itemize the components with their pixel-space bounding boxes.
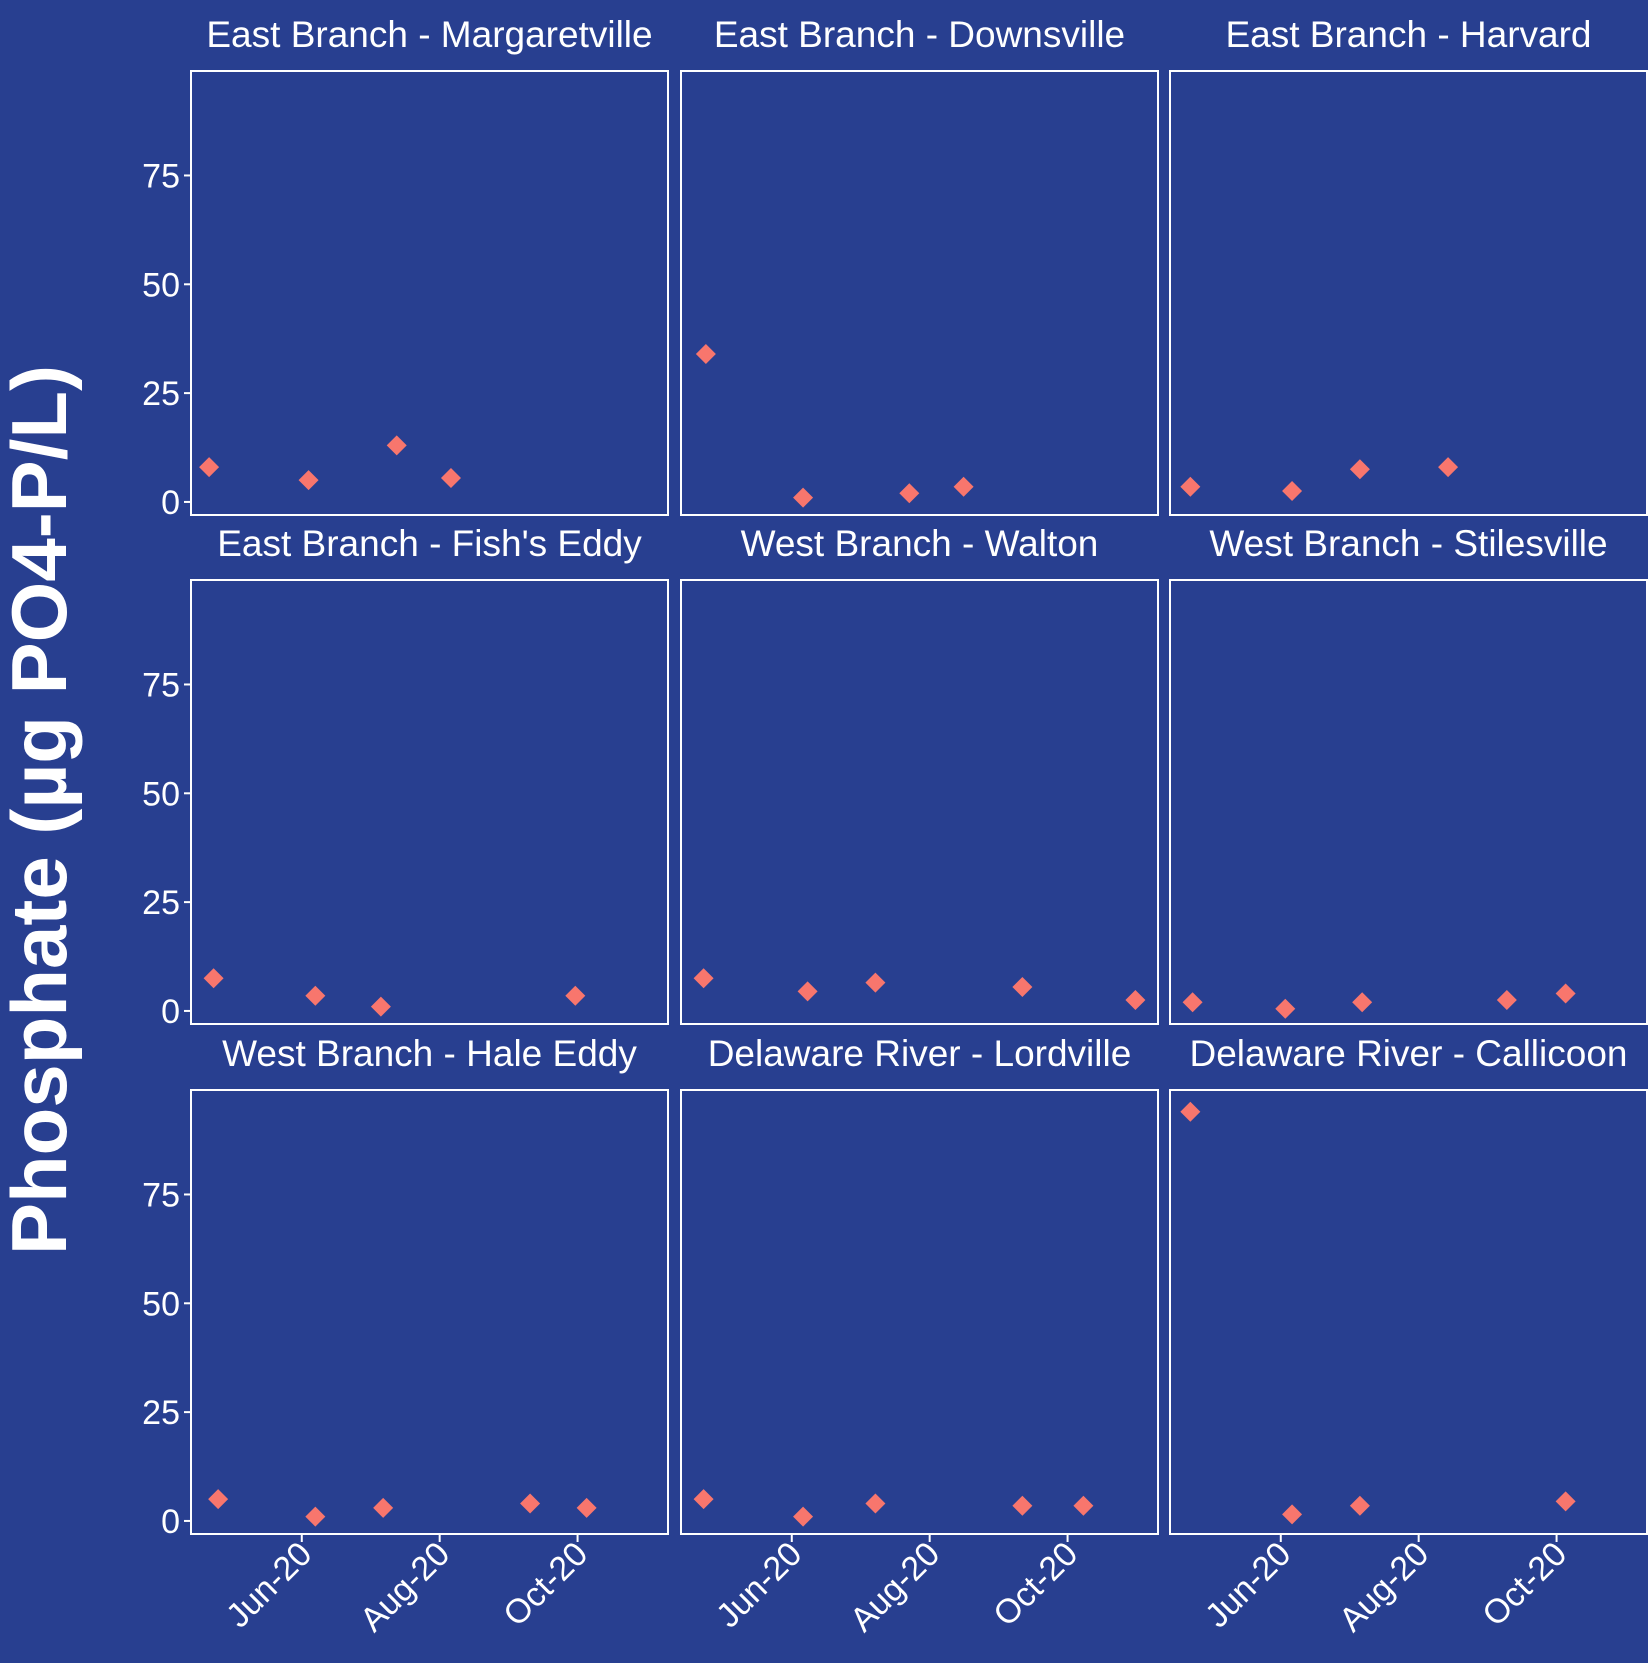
panel-6-point-5: [1555, 983, 1576, 1004]
panel-5-point-5: [1125, 990, 1146, 1011]
panel-4-point-1: [203, 968, 224, 989]
y-axis-label: Phosphate (µg PO4-P/L): [0, 365, 83, 1255]
panel-9-point-1: [1180, 1101, 1201, 1122]
panel-4-ytick-label-50: 50: [142, 775, 180, 813]
panel-7-title: West Branch - Hale Eddy: [222, 1033, 637, 1074]
panel-5-title: West Branch - Walton: [741, 523, 1099, 564]
panel-3: East Branch - Harvard: [1169, 14, 1648, 516]
panel-1-point-1: [199, 457, 220, 478]
panel-4-ytick-label-0: 0: [161, 993, 180, 1031]
panel-4: East Branch - Fish's Eddy 0 25 50 75: [142, 523, 669, 1031]
panel-3-point-4: [1438, 457, 1459, 478]
panel-2-border: [680, 70, 1159, 516]
panel-8-title: Delaware River - Lordville: [708, 1033, 1132, 1074]
panel-1-ytick-label-0: 0: [161, 484, 180, 522]
panel-7-point-1: [208, 1489, 229, 1510]
panel-7-point-5: [576, 1497, 597, 1518]
panel-9-title: Delaware River - Callicoon: [1190, 1033, 1628, 1074]
panel-2-point-1: [695, 343, 716, 364]
panel-8-border: [680, 1089, 1159, 1535]
panel-6-point-4: [1496, 990, 1517, 1011]
panel-4-point-3: [370, 996, 391, 1017]
panel-1-ytick-label-25: 25: [142, 375, 180, 413]
panel-6-point-3: [1352, 992, 1373, 1013]
panel-1-ytick-label-75: 75: [142, 157, 180, 195]
panel-7-ytick-label-75: 75: [142, 1176, 180, 1214]
panel-4-point-2: [305, 985, 326, 1006]
panel-6-point-2: [1275, 998, 1296, 1019]
panel-5-border: [680, 579, 1159, 1025]
panel-1-point-3: [386, 435, 407, 456]
panel-5-point-4: [1012, 977, 1033, 997]
panel-6-point-1: [1182, 992, 1203, 1013]
panel-7-point-2: [305, 1506, 326, 1527]
panel-7-border: [190, 1089, 669, 1535]
panel-6: West Branch - Stilesville: [1169, 523, 1648, 1025]
panel-4-title: East Branch - Fish's Eddy: [217, 523, 642, 564]
panel-9-point-4: [1555, 1491, 1576, 1512]
panel-3-point-1: [1180, 476, 1201, 497]
panel-4-ytick-label-75: 75: [142, 666, 180, 704]
panel-9-point-3: [1349, 1495, 1370, 1516]
panel-4-ytick-label-25: 25: [142, 884, 180, 922]
panel-3-point-3: [1349, 459, 1370, 480]
panel-2: East Branch - Downsville: [680, 14, 1159, 516]
panel-8-point-4: [1012, 1495, 1033, 1516]
panel-8-point-1: [693, 1489, 714, 1510]
panel-3-border: [1169, 70, 1648, 516]
panel-1-ytick-label-50: 50: [142, 266, 180, 304]
panel-7-ytick-label-25: 25: [142, 1394, 180, 1432]
panel-9-border: [1169, 1089, 1648, 1535]
panel-7-ytick-label-50: 50: [142, 1285, 180, 1323]
panel-7-point-3: [373, 1497, 394, 1518]
panel-2-point-2: [793, 487, 814, 508]
panel-2-point-3: [899, 483, 920, 504]
panel-8-point-3: [865, 1493, 886, 1514]
panel-1-border: [190, 70, 669, 516]
panel-5: West Branch - Walton: [680, 523, 1159, 1025]
panel-3-title: East Branch - Harvard: [1225, 14, 1591, 55]
panel-5-point-2: [797, 981, 818, 1002]
panel-5-point-1: [693, 968, 714, 989]
panel-2-point-4: [953, 476, 974, 497]
panel-1-point-2: [298, 470, 319, 491]
panel-7-point-4: [520, 1493, 541, 1514]
panel-7-ytick-label-0: 0: [161, 1503, 180, 1541]
panel-6-title: West Branch - Stilesville: [1209, 523, 1607, 564]
panel-9-point-2: [1282, 1504, 1303, 1525]
panel-4-point-4: [565, 985, 586, 1006]
panel-5-point-3: [865, 972, 886, 993]
panel-8-point-2: [793, 1506, 814, 1527]
panel-1-title: East Branch - Margaretville: [206, 14, 652, 55]
panel-3-point-2: [1282, 481, 1303, 502]
panel-1-point-4: [440, 468, 461, 488]
panel-4-border: [190, 579, 669, 1025]
panel-6-border: [1169, 579, 1648, 1025]
panel-2-title: East Branch - Downsville: [714, 14, 1125, 55]
panel-1: East Branch - Margaretville 0 25 50 75: [142, 14, 669, 522]
panel-8-point-5: [1073, 1495, 1094, 1516]
